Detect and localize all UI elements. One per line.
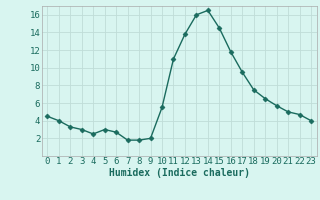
X-axis label: Humidex (Indice chaleur): Humidex (Indice chaleur) (109, 168, 250, 178)
